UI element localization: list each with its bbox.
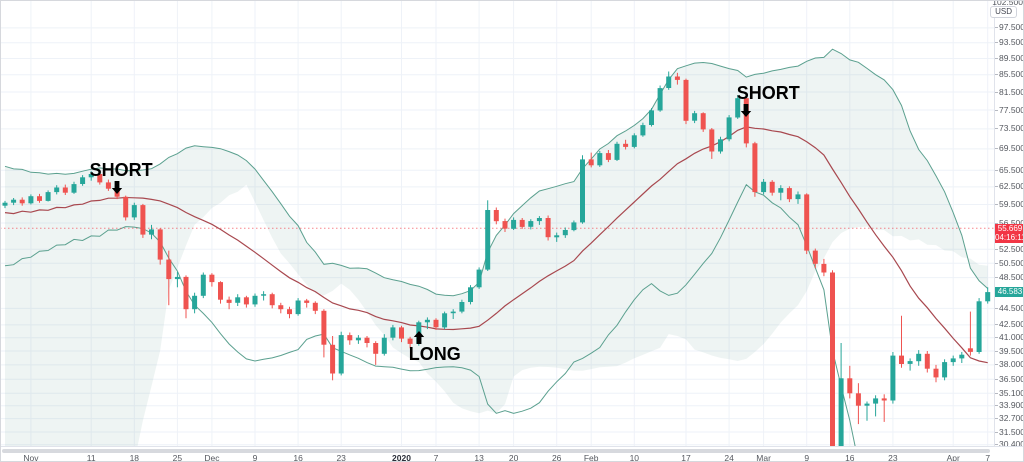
time-axis[interactable]: Nov 11 18 25 Dec 9 16 23 2020 7 13 20 26 Feb 10 17 24 Mar… — [0, 446, 1024, 462]
time-tick: 2020 — [392, 453, 411, 462]
price-chart-canvas[interactable] — [0, 0, 994, 446]
price-line-badge: 55.669 04:16:11 — [995, 223, 1024, 243]
time-tick: 16 — [293, 453, 303, 462]
last-price-badge: 46.583 — [995, 287, 1024, 297]
grid — [0, 0, 994, 446]
price-tick: 93.500 — [995, 38, 1024, 47]
currency-toggle-button[interactable]: USD — [990, 6, 1017, 18]
price-tick: 30.400 — [995, 440, 1024, 449]
time-tick: 20 — [508, 453, 519, 462]
price-tick: 41.000 — [995, 333, 1024, 342]
time-tick: 13 — [474, 453, 484, 462]
price-tick: 44.500 — [995, 303, 1024, 313]
time-tick: 25 — [172, 453, 183, 462]
price-axis[interactable]: 102.500 97.500 93.500 89.500 85.500 81.500 77… — [992, 0, 1024, 449]
price-tick: 85.500 — [995, 70, 1024, 79]
price-tick: 38.000 — [995, 360, 1024, 369]
time-tick: 24 — [724, 453, 734, 462]
price-tick-partial: 102.500 — [992, 0, 1023, 7]
time-tick: Nov — [23, 453, 39, 462]
price-tick: 48.500 — [995, 273, 1024, 282]
price-tick: 42.500 — [995, 320, 1024, 329]
time-tick: 16 — [845, 453, 855, 462]
price-tick: 52.500 — [995, 244, 1024, 254]
price-tick: 31.500 — [995, 427, 1024, 437]
price-tick: 89.500 — [995, 54, 1024, 63]
price-tick: 32.700 — [995, 414, 1024, 423]
price-tick: 59.500 — [995, 200, 1024, 209]
price-tick: 33.900 — [995, 401, 1024, 410]
price-tick: 62.500 — [995, 182, 1024, 191]
price-tick: 65.500 — [995, 165, 1024, 175]
last-price-value: 46.583 — [997, 287, 1023, 297]
price-tick: 69.500 — [995, 144, 1024, 153]
price-tick: 81.500 — [995, 87, 1024, 97]
time-tick: 17 — [681, 453, 691, 462]
price-tick: 77.500 — [995, 105, 1024, 115]
time-tick: 23 — [336, 453, 346, 462]
time-tick: 7 — [985, 453, 991, 462]
price-tick: 73.500 — [995, 124, 1024, 133]
price-tick: 50.500 — [995, 258, 1024, 268]
price-line-value: 55.669 — [997, 223, 1023, 233]
time-tick: 9 — [252, 453, 258, 462]
time-tick: Feb — [583, 453, 599, 462]
time-tick: 10 — [629, 453, 640, 462]
time-tick: 7 — [433, 453, 439, 462]
price-tick: 39.500 — [995, 346, 1024, 356]
time-tick: Mar — [756, 453, 771, 462]
time-tick: 18 — [129, 453, 140, 462]
bar-countdown: 04:16:11 — [995, 233, 1024, 243]
price-tick: 36.500 — [995, 374, 1024, 384]
time-tick: 11 — [86, 453, 96, 462]
price-tick: 56.500 — [995, 218, 1024, 228]
candles — [2, 71, 991, 446]
time-tick: 26 — [551, 453, 562, 462]
price-tick: 35.100 — [995, 388, 1024, 398]
time-tick: Apr — [946, 453, 960, 462]
price-tick: 97.500 — [995, 23, 1024, 32]
time-tick: Dec — [204, 453, 220, 462]
time-tick: 9 — [804, 453, 810, 462]
time-axis-scrollbar[interactable] — [2, 449, 990, 453]
time-tick: 23 — [888, 453, 898, 462]
